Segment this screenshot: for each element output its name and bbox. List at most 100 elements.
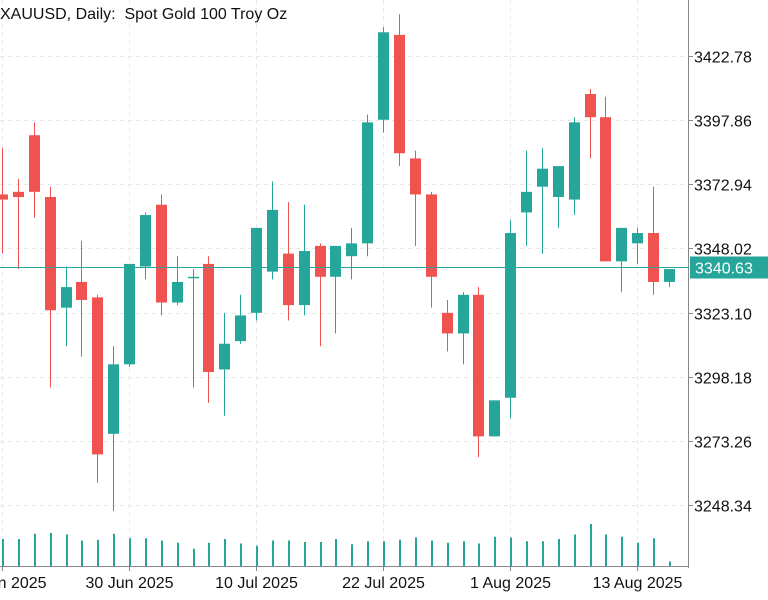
candle-body	[489, 400, 500, 437]
x-tick-label: 10 Jul 2025	[215, 575, 298, 592]
y-tick-label: 3348.02	[694, 242, 752, 259]
candle-body	[426, 194, 437, 277]
candle-bearish	[29, 122, 40, 218]
candle-bullish	[378, 27, 389, 133]
volume-bar	[50, 533, 52, 566]
y-tick-label: 3323.10	[694, 307, 752, 324]
candle-bullish	[172, 256, 183, 306]
candle-body	[648, 233, 659, 282]
candle-body	[172, 281, 183, 303]
volume-bar	[431, 540, 433, 566]
candle-body	[632, 233, 643, 244]
y-axis-ticks: 3248.34 3273.26 3298.18 3323.10 3348.02 3372.…	[688, 50, 752, 516]
candle-body	[600, 117, 611, 262]
candle-bullish	[632, 227, 643, 264]
volume-bar	[288, 540, 290, 566]
volume-bar	[2, 539, 4, 566]
candle-body	[378, 32, 389, 120]
candle-bearish	[0, 148, 8, 254]
candle-bullish	[346, 227, 357, 280]
volume-bar	[81, 540, 83, 566]
candle-body	[330, 245, 341, 277]
candle-body	[124, 263, 135, 365]
candle-body	[473, 294, 484, 437]
candle-body	[203, 263, 214, 373]
volume-bar	[272, 540, 274, 566]
volume-bar	[18, 539, 20, 566]
candle-body	[251, 227, 262, 313]
candle-bullish	[537, 148, 548, 254]
candle-body	[521, 191, 532, 213]
y-tick-label: 3248.34	[694, 499, 752, 516]
candle-bearish	[315, 243, 326, 347]
candle-bullish	[330, 245, 341, 334]
x-tick-label: 18 Jun 2025	[0, 575, 47, 592]
candle-bullish	[251, 227, 262, 321]
volume-bar	[304, 542, 306, 566]
y-tick-label: 3422.78	[694, 50, 752, 67]
volume-bar	[66, 534, 68, 566]
volume-bar	[367, 541, 369, 566]
y-tick-label: 3298.18	[694, 371, 752, 388]
candle-bullish	[521, 150, 532, 246]
x-axis-ticks: 18 Jun 2025 30 Jun 2025 10 Jul 2025 22 Jul …	[0, 566, 683, 592]
x-tick-label: 13 Aug 2025	[593, 575, 683, 592]
volume-bar	[621, 536, 623, 566]
candle-bearish	[394, 14, 405, 167]
candle-bullish	[664, 269, 675, 288]
volume-bar	[97, 539, 99, 566]
candle-body	[346, 243, 357, 257]
candle-body	[553, 166, 564, 198]
candle-body	[156, 204, 167, 303]
volume-bar	[351, 544, 353, 566]
current-price: 3340.63	[0, 256, 768, 279]
candle-bullish	[235, 294, 246, 344]
volume-bar	[399, 539, 401, 566]
candle-body	[458, 294, 469, 334]
volume-bar	[383, 541, 385, 566]
volume-bar	[463, 541, 465, 566]
volume-bar	[590, 524, 592, 566]
volume-bar	[208, 542, 210, 566]
volume-bar	[335, 539, 337, 566]
candle-body	[585, 94, 596, 118]
candle-body	[442, 312, 453, 334]
volume-bar	[526, 541, 528, 566]
candle-bullish	[458, 292, 469, 365]
candle-bearish	[76, 240, 87, 357]
candle-body	[315, 245, 326, 277]
candle-bullish	[505, 220, 516, 419]
volume-bar	[177, 542, 179, 566]
candle-body	[219, 343, 230, 370]
candle-bearish	[442, 299, 453, 352]
candle-bullish	[569, 117, 580, 216]
volume-bar	[240, 543, 242, 566]
volume-bar	[574, 534, 576, 566]
candle-body	[283, 253, 294, 306]
candle-body	[13, 191, 24, 198]
volume-bar	[34, 533, 36, 566]
volume-bar	[447, 542, 449, 566]
candle-bullish	[299, 204, 310, 316]
candle-body	[29, 135, 40, 192]
volume-bar	[605, 534, 607, 566]
volume-bar	[669, 561, 671, 566]
volume-bar	[193, 548, 195, 566]
volume-bar	[637, 542, 639, 566]
current-price-label: 3340.63	[695, 261, 753, 278]
candle-body	[61, 287, 72, 308]
candle-bearish	[283, 202, 294, 321]
volume-bar	[558, 539, 560, 566]
candle-bullish	[616, 227, 627, 293]
candle-body	[394, 34, 405, 154]
volume-bar	[113, 533, 115, 566]
volume-bar	[653, 538, 655, 566]
candle-bullish	[124, 263, 135, 367]
candle-bearish	[203, 256, 214, 403]
volume-bar	[224, 539, 226, 566]
volume-bar	[161, 540, 163, 566]
candle-body	[108, 364, 119, 434]
volume-bar	[494, 536, 496, 566]
candle-bullish	[362, 114, 373, 257]
